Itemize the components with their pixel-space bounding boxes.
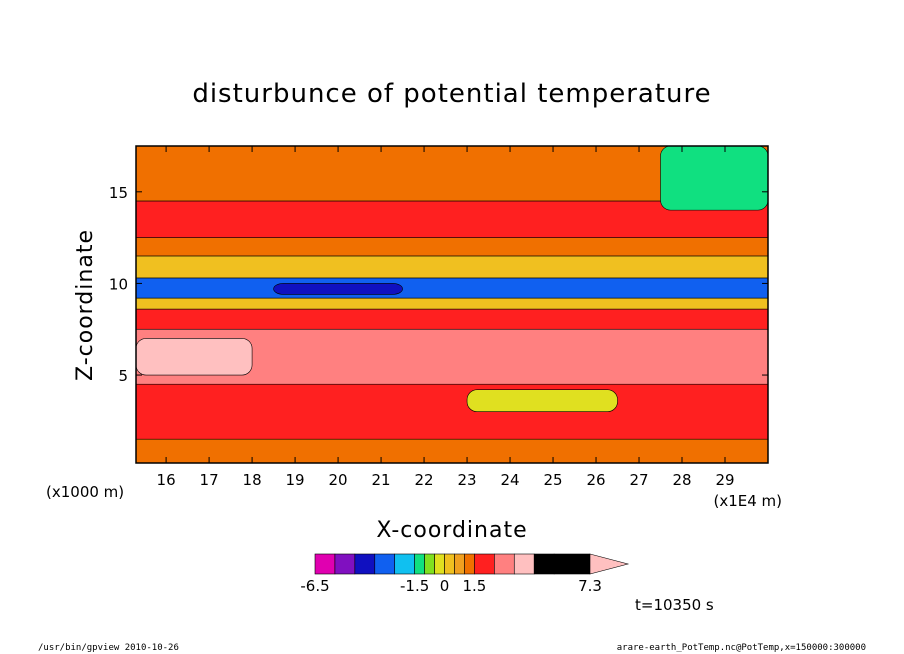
colorbar-cell [414,553,425,575]
colorbar-cell [424,553,435,575]
contour-band [136,297,768,310]
x-tick-label: 25 [543,471,562,489]
y-tick-label: 10 [109,275,128,293]
time-label: t=10350 s [635,596,714,614]
x-tick-label: 17 [200,471,219,489]
colorbar-cell [533,553,555,575]
colorbar-label: 7.3 [578,577,602,595]
colorbar-label: -6.5 [300,577,329,595]
plot-frame [135,145,769,464]
x-tick-label: 21 [372,471,391,489]
y-tick-label: 5 [118,367,128,385]
contour-feature [273,283,403,295]
colorbar-cell [553,553,591,575]
x-tick-label: 22 [415,471,434,489]
colorbar-cell [354,553,376,575]
contour-band [136,277,768,299]
contour-band [136,237,768,257]
colorbar-cell [474,553,495,575]
plot-area [136,146,768,463]
contour-band [136,255,768,279]
colorbar-label: -1.5 [400,577,429,595]
y-axis-label: Z-coordinate [73,229,98,381]
colorbar-arrow [589,553,630,575]
colorbar-cell [444,553,455,575]
x-axis-ticks: 16 17 18 19 20 21 22 23 24 25 26 27 28 29 [157,146,735,489]
x-tick-label: 26 [586,471,605,489]
x-tick-label: 18 [243,471,262,489]
colorbar-label: 0 [440,577,450,595]
contour-feature [136,338,253,376]
colorbar [314,553,630,575]
colorbar-cell [434,553,445,575]
x-tick-label: 20 [329,471,348,489]
colorbar-cell [513,553,535,575]
x-tick-label: 29 [715,471,734,489]
contour-band [136,383,768,440]
footer-left: /usr/bin/gpview 2010-10-26 [38,643,179,653]
x-unit-right: (x1E4 m) [713,492,782,510]
x-tick-label: 19 [286,471,305,489]
x-tick-label: 23 [458,471,477,489]
colorbar-cell [454,553,465,575]
contour-band [136,308,768,330]
contour-band [136,438,768,463]
colorbar-cell [314,553,336,575]
colorbar-label: 1.5 [462,577,486,595]
x-unit-left: (x1000 m) [46,483,124,501]
colorbar-cell [374,553,396,575]
contour-feature [660,146,768,211]
contour-feature [466,389,618,412]
footer-right: arare-earth_PotTemp.nc@PotTemp,x=150000:… [617,643,866,653]
colorbar-labels: -6.5 -1.5 0 1.5 7.3 [300,577,602,595]
x-tick-label: 28 [672,471,691,489]
x-axis-label: X-coordinate [376,518,527,543]
chart-title: disturbunce of potential temperature [192,79,711,109]
contour-features [136,146,768,412]
colorbar-cell [394,553,415,575]
x-tick-label: 24 [500,471,519,489]
y-tick-label: 15 [109,184,128,202]
y-axis-ticks: 5 10 15 [109,184,768,385]
colorbar-cell [464,553,475,575]
colorbar-cell [494,553,515,575]
x-tick-label: 16 [157,471,176,489]
colorbar-cell [334,553,356,575]
x-tick-label: 27 [629,471,648,489]
